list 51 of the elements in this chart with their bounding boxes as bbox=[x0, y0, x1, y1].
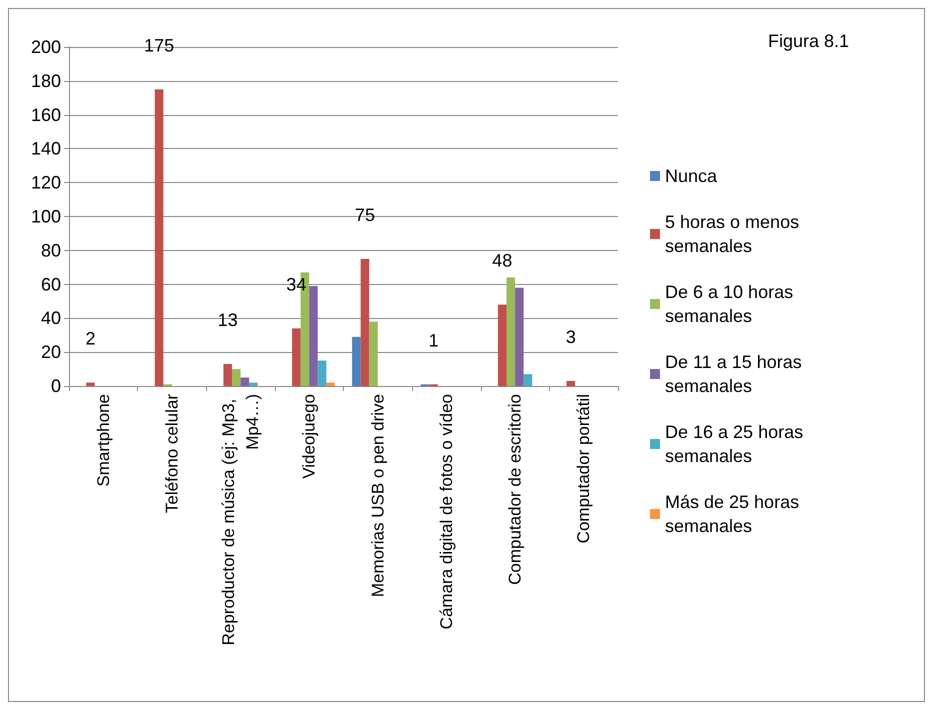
bar bbox=[369, 322, 378, 386]
bar bbox=[326, 382, 335, 386]
y-tick-label: 120 bbox=[30, 172, 61, 193]
data-label: 13 bbox=[218, 310, 238, 330]
y-tick-label: 160 bbox=[30, 104, 61, 125]
x-tick-label: Cámara digital de fotos o vídeo bbox=[436, 394, 456, 630]
bar bbox=[223, 364, 232, 386]
legend-label: De 16 a 25 horas semanales bbox=[665, 422, 808, 466]
bar bbox=[318, 360, 326, 386]
legend-label: Nunca bbox=[665, 166, 718, 186]
data-label: 48 bbox=[492, 250, 512, 271]
x-tick-label: Teléfono celular bbox=[162, 394, 182, 514]
data-label: 2 bbox=[85, 328, 96, 349]
bar bbox=[309, 286, 318, 386]
bar bbox=[524, 374, 532, 386]
y-tick-label: 20 bbox=[40, 342, 61, 362]
bar bbox=[566, 380, 576, 386]
bar bbox=[515, 288, 524, 386]
x-tick-label: Reproductor de música (ej: Mp3, Mp4…) bbox=[219, 394, 262, 646]
legend-label: Más de 25 horas semanales bbox=[665, 492, 804, 536]
bar bbox=[360, 258, 370, 386]
bar bbox=[154, 89, 164, 386]
y-tick-label: 100 bbox=[30, 206, 61, 226]
x-tick-label: Computador de escritorio bbox=[506, 394, 525, 585]
text: Figura 8.1 bbox=[768, 31, 850, 51]
x-tick-label: Memorias USB o pen drive bbox=[368, 394, 388, 598]
x-tick-label: Smartphone bbox=[94, 394, 113, 487]
y-tick-label: 140 bbox=[30, 138, 61, 159]
bar bbox=[506, 278, 516, 386]
bar bbox=[86, 382, 95, 386]
y-tick-label: 180 bbox=[30, 70, 61, 91]
y-tick-label: 40 bbox=[40, 308, 61, 328]
y-tick-label: 60 bbox=[40, 274, 61, 294]
y-tick-label: 80 bbox=[40, 240, 61, 260]
y-tick-label: 0 bbox=[50, 376, 61, 396]
legend-label: De 11 a 15 horas semanales bbox=[665, 352, 807, 396]
bar bbox=[249, 382, 258, 386]
data-label: 75 bbox=[354, 204, 375, 225]
bar bbox=[498, 304, 506, 386]
bar bbox=[240, 378, 250, 386]
legend-label: 5 horas o menos semanales bbox=[665, 212, 804, 256]
data-label: 1 bbox=[428, 330, 439, 350]
x-tick-label: Computador portátil bbox=[574, 394, 594, 544]
data-label: 3 bbox=[566, 326, 576, 347]
bar bbox=[352, 336, 361, 386]
y-tick-label: 200 bbox=[30, 37, 61, 57]
bar bbox=[292, 328, 301, 386]
legend-label: De 6 a 10 horas semanales bbox=[665, 282, 798, 326]
x-tick-label: Videojuego bbox=[300, 394, 319, 479]
bar bbox=[232, 369, 241, 386]
data-label: 175 bbox=[144, 35, 174, 56]
